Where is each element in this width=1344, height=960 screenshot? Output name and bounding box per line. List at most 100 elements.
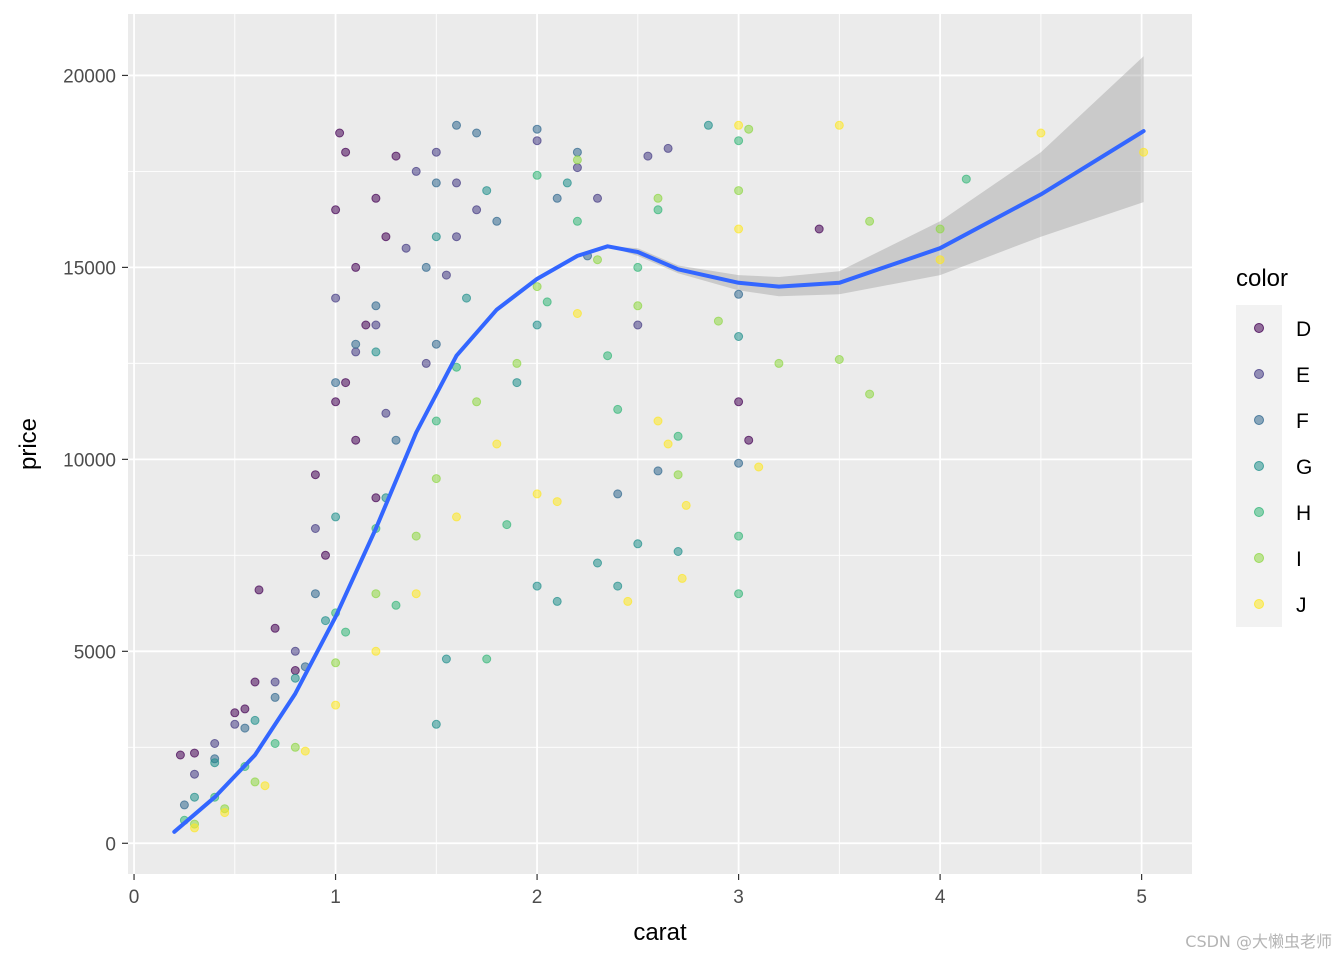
- data-point-D: [270, 623, 280, 633]
- data-point-G: [210, 758, 220, 768]
- data-point-H: [431, 416, 441, 426]
- data-point-H: [734, 136, 744, 146]
- data-point-G: [532, 581, 542, 591]
- data-point-D: [190, 748, 199, 758]
- data-point-H: [961, 174, 971, 184]
- data-point-E: [643, 151, 653, 161]
- data-point-J: [734, 120, 744, 130]
- y-tick-label: 10000: [63, 450, 116, 471]
- data-point-F: [734, 289, 744, 299]
- data-point-I: [371, 589, 381, 599]
- data-point-J: [754, 462, 764, 472]
- data-point-G: [462, 293, 471, 303]
- data-point-G: [321, 616, 330, 626]
- x-tick-label: 3: [733, 887, 744, 908]
- data-point-J: [1139, 147, 1149, 157]
- data-point-G: [613, 581, 623, 591]
- smooth-line: [172, 129, 1146, 834]
- data-point-G: [371, 347, 381, 357]
- data-point-E: [421, 358, 431, 368]
- data-point-J: [300, 746, 310, 756]
- legend-key-J: [1254, 599, 1264, 609]
- legend-key-D: [1254, 323, 1264, 333]
- data-point-H: [391, 600, 401, 610]
- legend-label-H: H: [1296, 502, 1311, 525]
- data-point-F: [431, 178, 441, 188]
- data-point-D: [335, 128, 345, 138]
- legend-label-J: J: [1296, 594, 1307, 617]
- data-point-H: [673, 431, 683, 441]
- y-tick-label: 5000: [74, 642, 116, 663]
- data-point-E: [351, 347, 361, 357]
- data-point-I: [834, 355, 844, 364]
- data-point-J: [532, 489, 542, 499]
- data-point-F: [572, 147, 582, 157]
- x-tick-label: 4: [935, 887, 946, 908]
- data-point-I: [653, 193, 663, 203]
- data-point-J: [572, 309, 582, 318]
- data-point-G: [250, 715, 260, 725]
- data-point-E: [472, 205, 482, 215]
- data-point-I: [290, 742, 300, 752]
- data-point-G: [290, 673, 300, 683]
- data-point-J: [734, 224, 744, 234]
- data-point-I: [250, 777, 260, 787]
- data-point-H: [482, 654, 492, 664]
- data-point-J: [331, 700, 341, 710]
- data-point-G: [532, 320, 542, 330]
- data-point-E: [532, 136, 542, 146]
- data-point-J: [663, 439, 673, 449]
- data-point-G: [331, 512, 341, 522]
- y-tick-label: 15000: [63, 258, 116, 279]
- data-point-J: [260, 781, 270, 791]
- data-point-D: [240, 704, 250, 714]
- data-point-D: [310, 470, 320, 480]
- data-point-J: [1036, 128, 1046, 138]
- data-point-F: [351, 339, 361, 349]
- data-point-F: [391, 435, 401, 445]
- data-point-J: [492, 439, 502, 449]
- data-point-F: [613, 489, 623, 499]
- data-point-G: [512, 378, 522, 388]
- watermark: CSDN @大懒虫老师: [1185, 932, 1332, 951]
- legend-label-G: G: [1296, 456, 1312, 479]
- x-tick-label: 1: [330, 887, 341, 908]
- data-point-J: [452, 512, 461, 522]
- data-point-F: [431, 339, 441, 349]
- data-point-E: [210, 739, 220, 748]
- data-point-J: [371, 646, 381, 656]
- data-point-H: [734, 589, 744, 599]
- data-point-I: [572, 155, 582, 165]
- x-tick-label: 5: [1136, 887, 1147, 908]
- data-point-J: [935, 255, 945, 265]
- data-point-E: [441, 270, 451, 280]
- data-point-G: [673, 547, 683, 556]
- data-point-G: [734, 332, 744, 341]
- data-point-D: [391, 151, 401, 161]
- data-point-E: [452, 232, 461, 242]
- data-point-I: [744, 124, 754, 134]
- confidence-band-area: [607, 56, 1144, 297]
- legend-label-D: D: [1296, 318, 1311, 341]
- data-point-F: [179, 800, 189, 810]
- data-point-I: [472, 397, 482, 407]
- legend-label-E: E: [1296, 364, 1310, 387]
- legend-label-I: I: [1296, 548, 1302, 571]
- data-point-J: [834, 120, 844, 130]
- data-point-E: [331, 293, 341, 303]
- data-point-D: [331, 397, 341, 407]
- data-point-J: [190, 823, 199, 833]
- data-point-J: [653, 416, 663, 426]
- data-point-D: [734, 397, 744, 407]
- data-point-G: [431, 232, 441, 242]
- data-point-D: [371, 493, 381, 503]
- data-point-G: [703, 120, 713, 130]
- data-point-J: [681, 500, 691, 510]
- data-point-G: [482, 186, 492, 196]
- data-point-I: [673, 470, 683, 480]
- data-point-F: [532, 124, 542, 134]
- data-point-F: [310, 589, 320, 599]
- data-point-D: [381, 232, 391, 242]
- data-point-D: [321, 550, 330, 560]
- data-point-F: [492, 216, 502, 226]
